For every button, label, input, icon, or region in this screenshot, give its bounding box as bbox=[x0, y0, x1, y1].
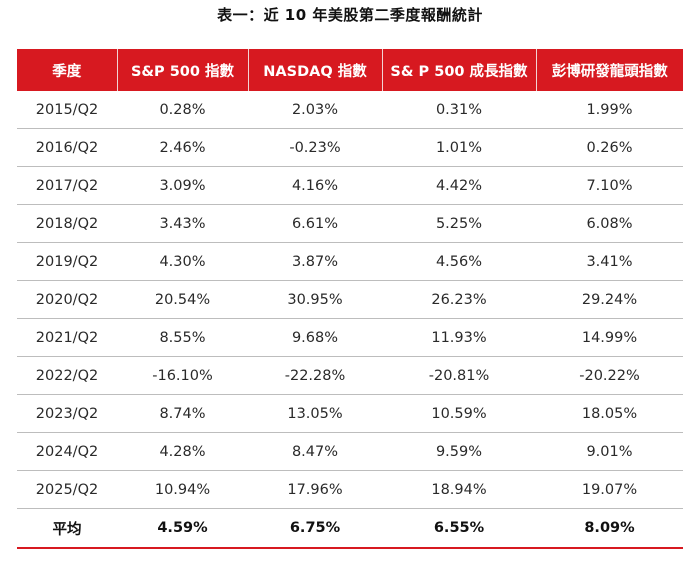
cell-bloomberg-rd: 18.05% bbox=[536, 394, 683, 433]
header-sp500-growth: S& P 500 成長指數 bbox=[382, 49, 537, 91]
cell-nasdaq: -22.28% bbox=[248, 356, 382, 395]
cell-sp500: 8.55% bbox=[117, 318, 248, 357]
cell-sp500-growth: 4.56% bbox=[382, 242, 536, 281]
cell-quarter: 2015/Q2 bbox=[17, 91, 117, 129]
cell-bloomberg-rd: 9.01% bbox=[536, 432, 683, 471]
cell-quarter: 2018/Q2 bbox=[17, 204, 117, 243]
average-bloomberg-rd: 8.09% bbox=[536, 508, 683, 549]
header-nasdaq: NASDAQ 指數 bbox=[248, 49, 383, 91]
cell-nasdaq: 9.68% bbox=[248, 318, 382, 357]
cell-bloomberg-rd: 6.08% bbox=[536, 204, 683, 243]
cell-bloomberg-rd: 29.24% bbox=[536, 280, 683, 319]
cell-nasdaq: 30.95% bbox=[248, 280, 382, 319]
cell-bloomberg-rd: 1.99% bbox=[536, 91, 683, 129]
cell-sp500-growth: 10.59% bbox=[382, 394, 536, 433]
cell-sp500-growth: -20.81% bbox=[382, 356, 536, 395]
cell-quarter: 2024/Q2 bbox=[17, 432, 117, 471]
cell-sp500: 0.28% bbox=[117, 91, 248, 129]
header-row: 季度 S&P 500 指數 NASDAQ 指數 S& P 500 成長指數 彭博… bbox=[17, 49, 683, 91]
cell-sp500-growth: 0.31% bbox=[382, 91, 536, 129]
cell-sp500-growth: 1.01% bbox=[382, 128, 536, 167]
cell-quarter: 2022/Q2 bbox=[17, 356, 117, 395]
table-row: 2018/Q2 3.43% 6.61% 5.25% 6.08% bbox=[17, 204, 683, 243]
cell-bloomberg-rd: 14.99% bbox=[536, 318, 683, 357]
average-nasdaq: 6.75% bbox=[248, 508, 382, 549]
cell-sp500-growth: 11.93% bbox=[382, 318, 536, 357]
cell-nasdaq: 3.87% bbox=[248, 242, 382, 281]
cell-nasdaq: 13.05% bbox=[248, 394, 382, 433]
cell-sp500: 2.46% bbox=[117, 128, 248, 167]
header-quarter: 季度 bbox=[17, 49, 118, 91]
cell-sp500-growth: 18.94% bbox=[382, 470, 536, 509]
table-row: 2017/Q2 3.09% 4.16% 4.42% 7.10% bbox=[17, 166, 683, 205]
cell-quarter: 2019/Q2 bbox=[17, 242, 117, 281]
table-row: 2022/Q2 -16.10% -22.28% -20.81% -20.22% bbox=[17, 356, 683, 395]
table-row: 2021/Q2 8.55% 9.68% 11.93% 14.99% bbox=[17, 318, 683, 357]
cell-sp500-growth: 9.59% bbox=[382, 432, 536, 471]
header-sp500: S&P 500 指數 bbox=[117, 49, 249, 91]
table-row: 2020/Q2 20.54% 30.95% 26.23% 29.24% bbox=[17, 280, 683, 319]
cell-sp500: 8.74% bbox=[117, 394, 248, 433]
average-sp500: 4.59% bbox=[117, 508, 248, 549]
cell-quarter: 2020/Q2 bbox=[17, 280, 117, 319]
average-sp500-growth: 6.55% bbox=[382, 508, 536, 549]
cell-bloomberg-rd: 7.10% bbox=[536, 166, 683, 205]
average-label: 平均 bbox=[17, 508, 117, 549]
cell-nasdaq: 17.96% bbox=[248, 470, 382, 509]
table-title: 表一：近 10 年美股第二季度報酬統計 bbox=[217, 6, 483, 24]
table-row: 2016/Q2 2.46% -0.23% 1.01% 0.26% bbox=[17, 128, 683, 167]
cell-sp500: -16.10% bbox=[117, 356, 248, 395]
cell-bloomberg-rd: 0.26% bbox=[536, 128, 683, 167]
cell-nasdaq: 4.16% bbox=[248, 166, 382, 205]
cell-sp500: 4.28% bbox=[117, 432, 248, 471]
cell-sp500: 4.30% bbox=[117, 242, 248, 281]
header-bloomberg-rd: 彭博研發龍頭指數 bbox=[536, 49, 683, 91]
cell-sp500-growth: 5.25% bbox=[382, 204, 536, 243]
table-row: 2015/Q2 0.28% 2.03% 0.31% 1.99% bbox=[17, 91, 683, 129]
table-row: 2023/Q2 8.74% 13.05% 10.59% 18.05% bbox=[17, 394, 683, 433]
cell-sp500: 3.09% bbox=[117, 166, 248, 205]
cell-quarter: 2025/Q2 bbox=[17, 470, 117, 509]
table-row: 2024/Q2 4.28% 8.47% 9.59% 9.01% bbox=[17, 432, 683, 471]
cell-sp500-growth: 4.42% bbox=[382, 166, 536, 205]
cell-quarter: 2016/Q2 bbox=[17, 128, 117, 167]
average-row: 平均 4.59% 6.75% 6.55% 8.09% bbox=[17, 508, 683, 549]
cell-nasdaq: -0.23% bbox=[248, 128, 382, 167]
cell-bloomberg-rd: 19.07% bbox=[536, 470, 683, 509]
cell-nasdaq: 2.03% bbox=[248, 91, 382, 129]
cell-bloomberg-rd: 3.41% bbox=[536, 242, 683, 281]
cell-sp500: 20.54% bbox=[117, 280, 248, 319]
cell-quarter: 2017/Q2 bbox=[17, 166, 117, 205]
cell-nasdaq: 8.47% bbox=[248, 432, 382, 471]
cell-nasdaq: 6.61% bbox=[248, 204, 382, 243]
cell-quarter: 2021/Q2 bbox=[17, 318, 117, 357]
returns-table: 季度 S&P 500 指數 NASDAQ 指數 S& P 500 成長指數 彭博… bbox=[17, 49, 683, 549]
cell-sp500: 10.94% bbox=[117, 470, 248, 509]
cell-quarter: 2023/Q2 bbox=[17, 394, 117, 433]
cell-sp500-growth: 26.23% bbox=[382, 280, 536, 319]
cell-sp500: 3.43% bbox=[117, 204, 248, 243]
table-row: 2025/Q2 10.94% 17.96% 18.94% 19.07% bbox=[17, 470, 683, 509]
table-row: 2019/Q2 4.30% 3.87% 4.56% 3.41% bbox=[17, 242, 683, 281]
cell-bloomberg-rd: -20.22% bbox=[536, 356, 683, 395]
